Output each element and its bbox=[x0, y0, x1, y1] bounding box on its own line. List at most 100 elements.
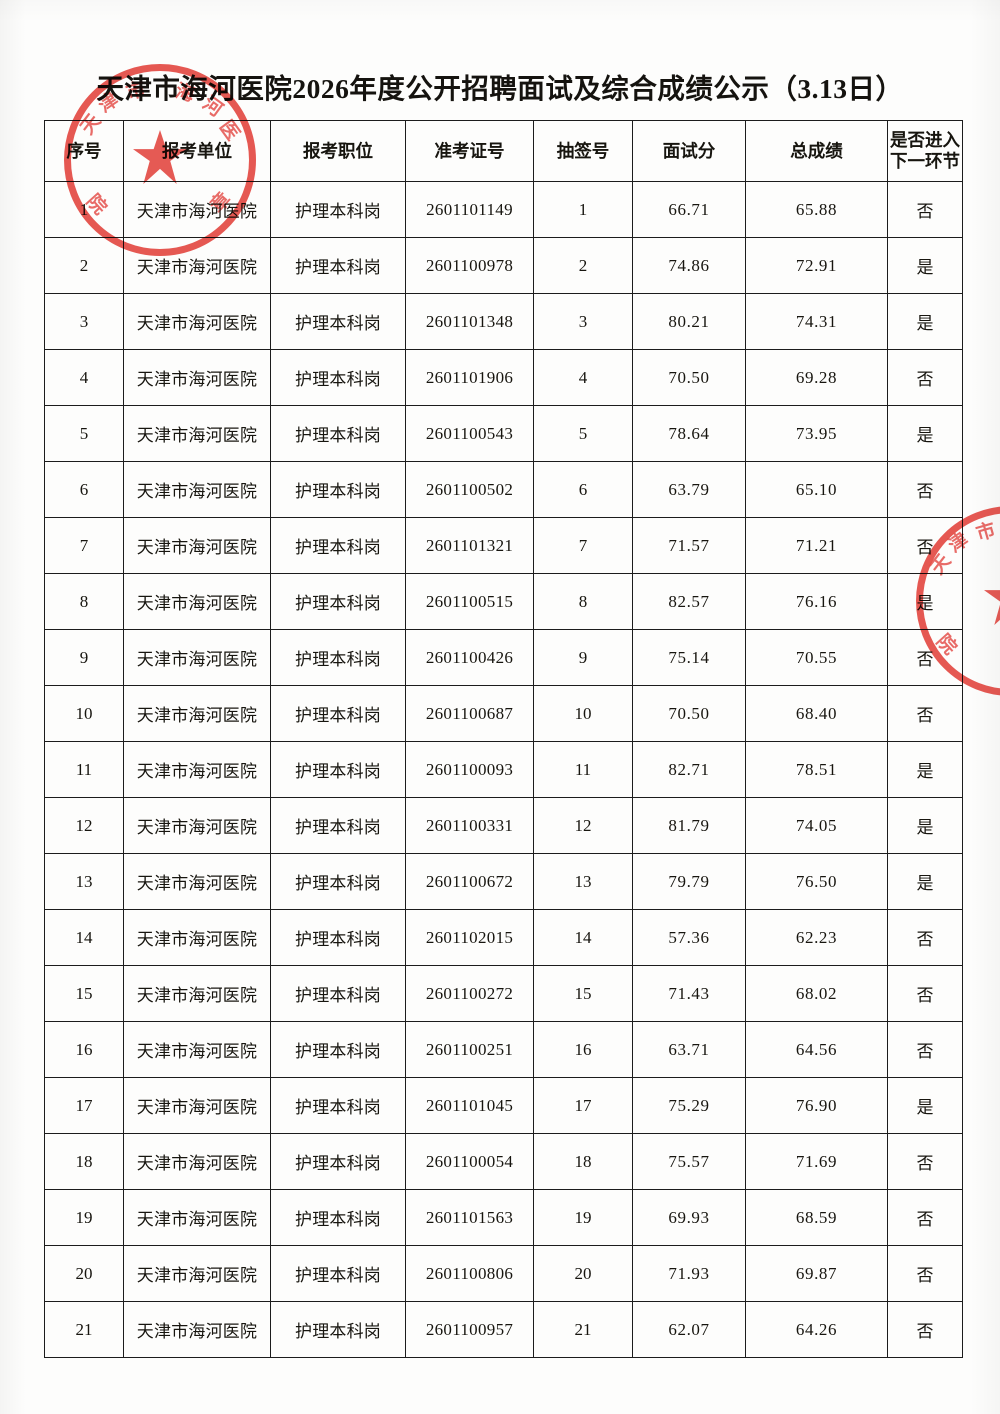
cell-card: 2601100543 bbox=[405, 405, 534, 462]
cell-post: 护理本科岗 bbox=[270, 1021, 406, 1078]
cell-card: 2601101348 bbox=[405, 293, 534, 350]
cell-pass: 是 bbox=[887, 853, 963, 910]
cell-post: 护理本科岗 bbox=[270, 405, 406, 462]
table-row: 9 天津市海河医院 护理本科岗 2601100426 9 75.14 70.55 否 bbox=[44, 629, 963, 686]
cell-interview: 69.93 bbox=[632, 1189, 746, 1246]
cell-interview: 71.43 bbox=[632, 965, 746, 1022]
cell-seq: 11 bbox=[44, 741, 124, 798]
cell-unit: 天津市海河医院 bbox=[123, 461, 271, 518]
cell-pass: 否 bbox=[887, 181, 963, 238]
cell-card: 2601100957 bbox=[405, 1301, 534, 1358]
cell-draw: 21 bbox=[533, 1301, 633, 1358]
cell-unit: 天津市海河医院 bbox=[123, 965, 271, 1022]
cell-unit: 天津市海河医院 bbox=[123, 629, 271, 686]
table-row: 13 天津市海河医院 护理本科岗 2601100672 13 79.79 76.50 是 bbox=[44, 853, 963, 910]
cell-draw: 8 bbox=[533, 573, 633, 630]
cell-card: 2601101906 bbox=[405, 349, 534, 406]
cell-total: 68.02 bbox=[745, 965, 888, 1022]
cell-card: 2601100687 bbox=[405, 685, 534, 742]
cell-pass: 否 bbox=[887, 629, 963, 686]
cell-card: 2601100978 bbox=[405, 237, 534, 294]
table-row: 14 天津市海河医院 护理本科岗 2601102015 14 57.36 62.23 否 bbox=[44, 909, 963, 966]
cell-seq: 8 bbox=[44, 573, 124, 630]
table-row: 4 天津市海河医院 护理本科岗 2601101906 4 70.50 69.28 否 bbox=[44, 349, 963, 406]
column-header-draw: 抽签号 bbox=[533, 120, 633, 182]
cell-post: 护理本科岗 bbox=[270, 181, 406, 238]
cell-draw: 7 bbox=[533, 517, 633, 574]
cell-draw: 4 bbox=[533, 349, 633, 406]
cell-post: 护理本科岗 bbox=[270, 1077, 406, 1134]
cell-total: 74.31 bbox=[745, 293, 888, 350]
cell-unit: 天津市海河医院 bbox=[123, 741, 271, 798]
cell-seq: 13 bbox=[44, 853, 124, 910]
cell-total: 68.59 bbox=[745, 1189, 888, 1246]
page-title: 天津市海河医院2026年度公开招聘面试及综合成绩公示（3.13日） bbox=[96, 73, 904, 104]
cell-draw: 13 bbox=[533, 853, 633, 910]
table-row: 10 天津市海河医院 护理本科岗 2601100687 10 70.50 68.40 否 bbox=[44, 685, 963, 742]
cell-seq: 9 bbox=[44, 629, 124, 686]
cell-total: 65.88 bbox=[745, 181, 888, 238]
cell-post: 护理本科岗 bbox=[270, 741, 406, 798]
cell-seq: 6 bbox=[44, 461, 124, 518]
table-header-row: 序号 报考单位 报考职位 准考证号 抽签号 面试分 总成绩 是否进入 下一环节 bbox=[44, 120, 963, 182]
cell-unit: 天津市海河医院 bbox=[123, 1133, 271, 1190]
cell-pass: 否 bbox=[887, 1189, 963, 1246]
cell-seq: 18 bbox=[44, 1133, 124, 1190]
cell-unit: 天津市海河医院 bbox=[123, 573, 271, 630]
cell-interview: 81.79 bbox=[632, 797, 746, 854]
cell-post: 护理本科岗 bbox=[270, 517, 406, 574]
cell-unit: 天津市海河医院 bbox=[123, 685, 271, 742]
cell-post: 护理本科岗 bbox=[270, 909, 406, 966]
cell-total: 78.51 bbox=[745, 741, 888, 798]
cell-interview: 62.07 bbox=[632, 1301, 746, 1358]
cell-unit: 天津市海河医院 bbox=[123, 1301, 271, 1358]
column-header-unit: 报考单位 bbox=[123, 120, 271, 182]
cell-seq: 5 bbox=[44, 405, 124, 462]
table-row: 12 天津市海河医院 护理本科岗 2601100331 12 81.79 74.05 是 bbox=[44, 797, 963, 854]
cell-draw: 5 bbox=[533, 405, 633, 462]
cell-draw: 9 bbox=[533, 629, 633, 686]
cell-total: 69.87 bbox=[745, 1245, 888, 1302]
cell-pass: 否 bbox=[887, 965, 963, 1022]
cell-pass: 是 bbox=[887, 293, 963, 350]
cell-unit: 天津市海河医院 bbox=[123, 1021, 271, 1078]
cell-card: 2601102015 bbox=[405, 909, 534, 966]
cell-unit: 天津市海河医院 bbox=[123, 293, 271, 350]
table-row: 11 天津市海河医院 护理本科岗 2601100093 11 82.71 78.51 是 bbox=[44, 741, 963, 798]
cell-post: 护理本科岗 bbox=[270, 293, 406, 350]
cell-pass: 是 bbox=[887, 573, 963, 630]
cell-unit: 天津市海河医院 bbox=[123, 797, 271, 854]
table-row: 3 天津市海河医院 护理本科岗 2601101348 3 80.21 74.31 是 bbox=[44, 293, 963, 350]
cell-interview: 79.79 bbox=[632, 853, 746, 910]
cell-seq: 10 bbox=[44, 685, 124, 742]
cell-post: 护理本科岗 bbox=[270, 629, 406, 686]
cell-pass: 是 bbox=[887, 405, 963, 462]
cell-unit: 天津市海河医院 bbox=[123, 405, 271, 462]
cell-unit: 天津市海河医院 bbox=[123, 181, 271, 238]
cell-unit: 天津市海河医院 bbox=[123, 349, 271, 406]
cell-total: 72.91 bbox=[745, 237, 888, 294]
cell-seq: 4 bbox=[44, 349, 124, 406]
table-row: 1 天津市海河医院 护理本科岗 2601101149 1 66.71 65.88 否 bbox=[44, 181, 963, 238]
cell-card: 2601100502 bbox=[405, 461, 534, 518]
cell-interview: 75.57 bbox=[632, 1133, 746, 1190]
cell-post: 护理本科岗 bbox=[270, 573, 406, 630]
cell-interview: 57.36 bbox=[632, 909, 746, 966]
cell-pass: 否 bbox=[887, 685, 963, 742]
cell-total: 64.56 bbox=[745, 1021, 888, 1078]
cell-pass: 是 bbox=[887, 797, 963, 854]
cell-total: 76.90 bbox=[745, 1077, 888, 1134]
cell-seq: 2 bbox=[44, 237, 124, 294]
cell-post: 护理本科岗 bbox=[270, 1301, 406, 1358]
cell-interview: 63.71 bbox=[632, 1021, 746, 1078]
cell-draw: 3 bbox=[533, 293, 633, 350]
cell-interview: 63.79 bbox=[632, 461, 746, 518]
cell-total: 65.10 bbox=[745, 461, 888, 518]
cell-post: 护理本科岗 bbox=[270, 965, 406, 1022]
cell-card: 2601100672 bbox=[405, 853, 534, 910]
cell-draw: 6 bbox=[533, 461, 633, 518]
cell-post: 护理本科岗 bbox=[270, 237, 406, 294]
cell-draw: 18 bbox=[533, 1133, 633, 1190]
cell-post: 护理本科岗 bbox=[270, 349, 406, 406]
